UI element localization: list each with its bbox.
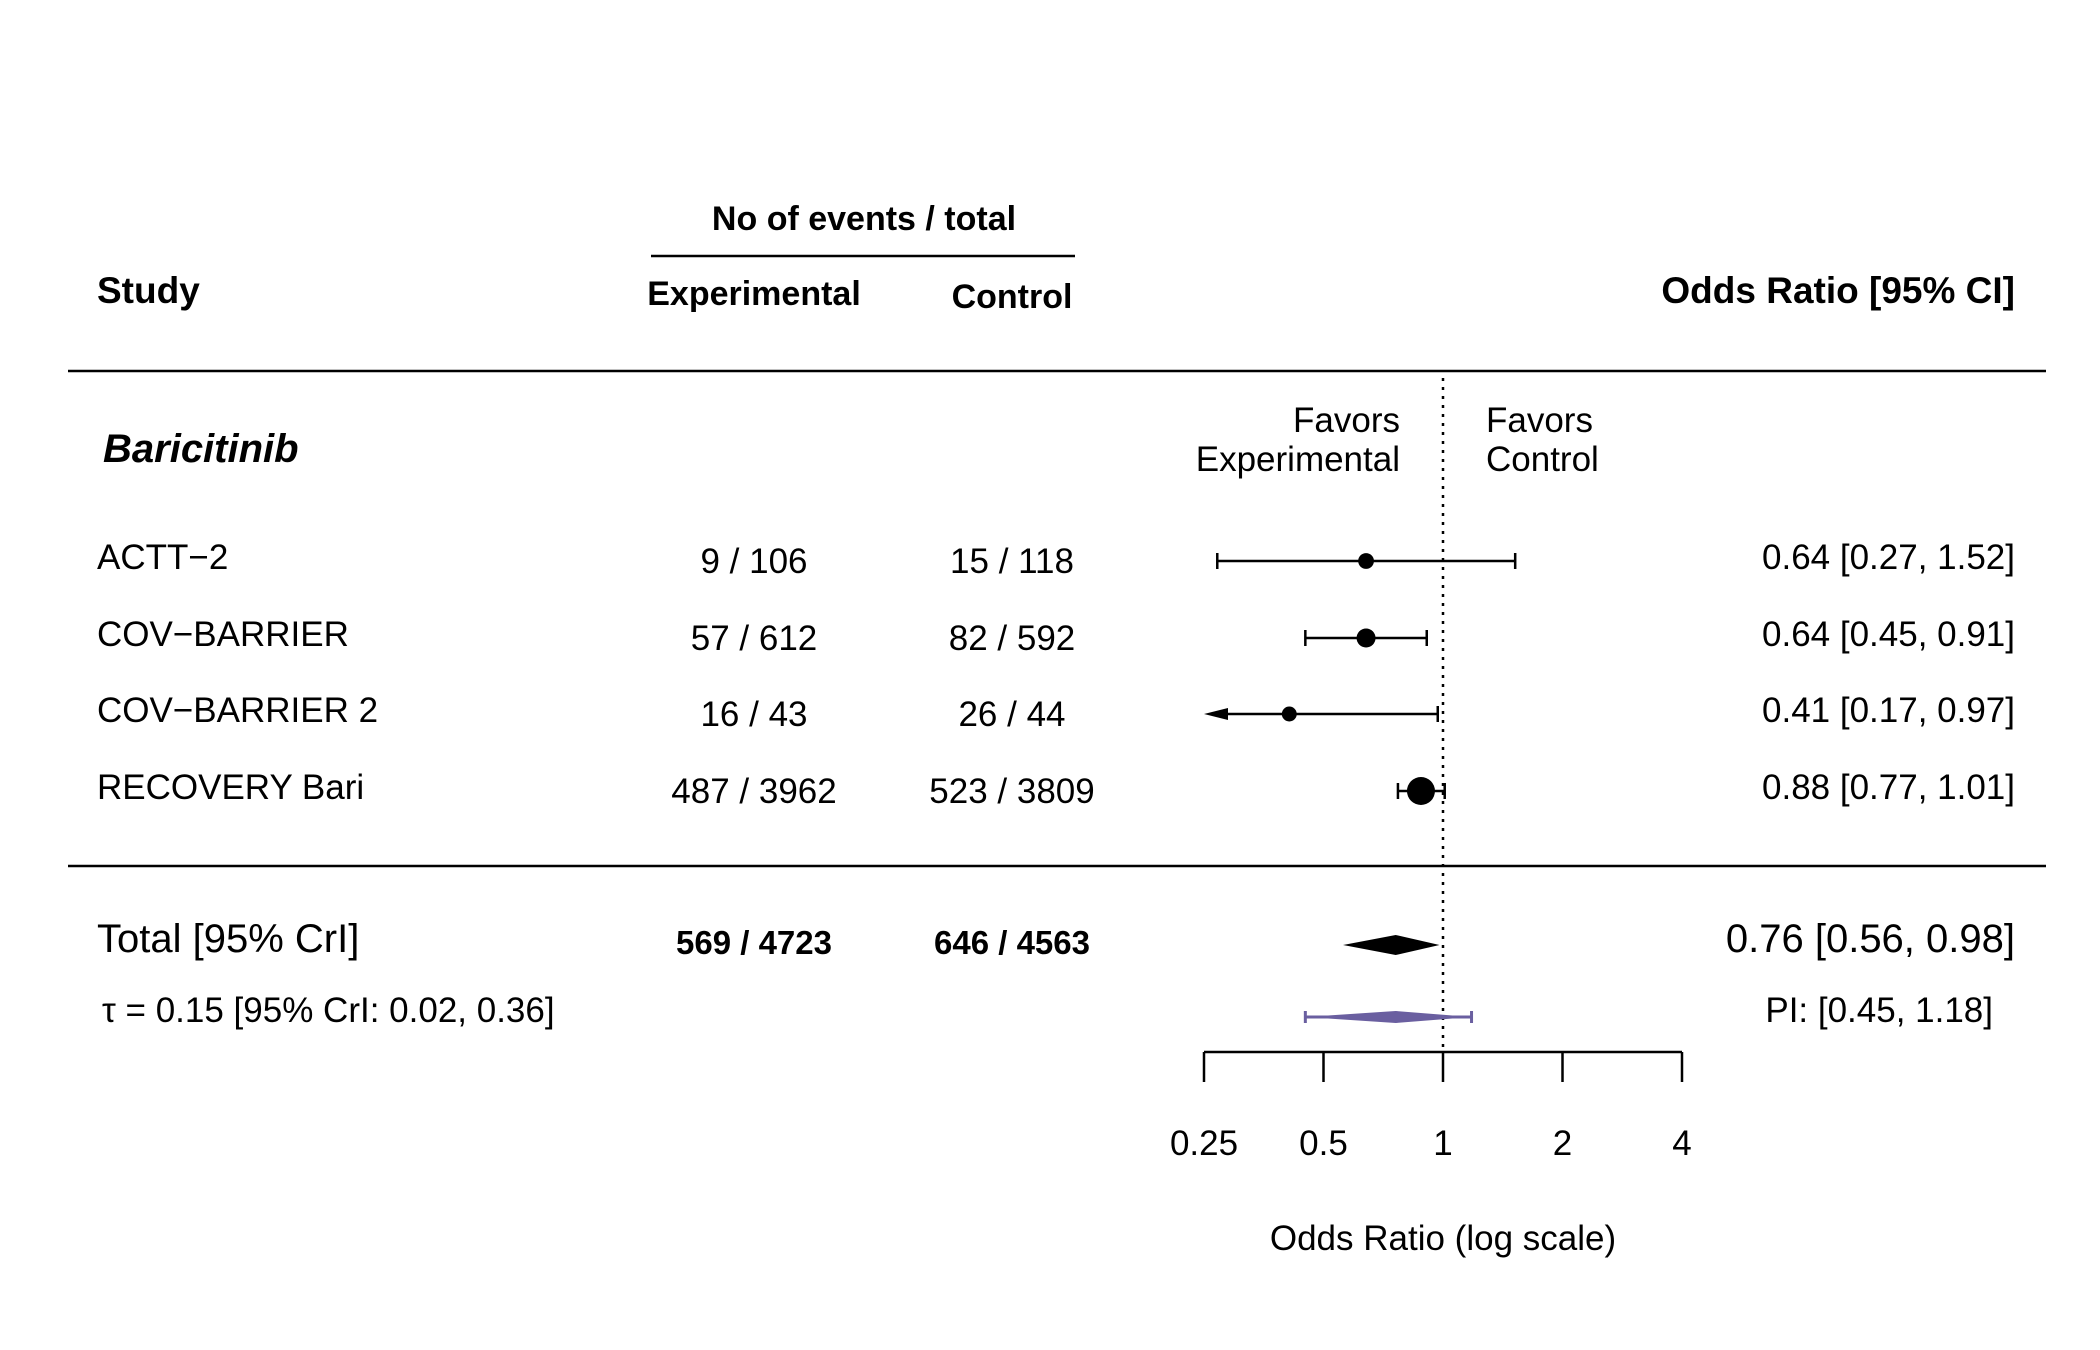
study-header: Study xyxy=(97,270,200,311)
study-row: COV−BARRIER 2 16 / 43 26 / 44 0.41 [0.17, 0… xyxy=(97,691,2015,734)
group-header: No of events / total xyxy=(712,200,1016,238)
study-row: COV−BARRIER 57 / 612 82 / 592 0.64 [0.45, 0… xyxy=(97,615,2015,658)
study-name: COV−BARRIER 2 xyxy=(97,691,378,730)
study-effect-text: 0.41 [0.17, 0.97] xyxy=(1762,691,2015,730)
study-control: 15 / 118 xyxy=(950,542,1074,581)
axis-tick-label: 0.25 xyxy=(1170,1124,1238,1163)
study-experimental: 16 / 43 xyxy=(700,695,807,734)
ci-clip-arrow xyxy=(1204,708,1228,720)
point-estimate xyxy=(1356,628,1376,648)
axis-tick-label: 4 xyxy=(1672,1124,1691,1163)
study-control: 523 / 3809 xyxy=(929,772,1094,811)
study-experimental: 57 / 612 xyxy=(691,619,818,658)
control-header: Control xyxy=(952,278,1073,316)
favors-experimental-line2: Experimental xyxy=(1196,440,1400,479)
favors-experimental-line1: Favors xyxy=(1293,401,1400,440)
total-effect-text: 0.76 [0.56, 0.98] xyxy=(1726,917,2015,961)
total-label: Total [95% CrI] xyxy=(97,917,359,961)
study-name: COV−BARRIER xyxy=(97,615,349,654)
study-name: ACTT−2 xyxy=(97,538,228,577)
pi-text: PI: [0.45, 1.18] xyxy=(1765,991,1993,1030)
favors-control-line1: Favors xyxy=(1486,401,1593,440)
experimental-header: Experimental xyxy=(647,275,861,313)
study-control: 82 / 592 xyxy=(949,619,1076,658)
point-estimate xyxy=(1358,553,1374,569)
study-row: RECOVERY Bari 487 / 3962 523 / 3809 0.88 [0… xyxy=(97,768,2015,811)
total-experimental: 569 / 4723 xyxy=(676,924,832,961)
study-experimental: 9 / 106 xyxy=(700,542,807,581)
study-rows: ACTT−2 9 / 106 15 / 118 0.64 [0.27, 1.52] CO… xyxy=(97,538,2015,811)
pooled-estimate-diamond xyxy=(1343,935,1440,955)
study-name: RECOVERY Bari xyxy=(97,768,364,807)
point-estimate xyxy=(1281,706,1297,722)
study-control: 26 / 44 xyxy=(958,695,1065,734)
study-experimental: 487 / 3962 xyxy=(671,772,836,811)
tau-label: τ = 0.15 [95% CrI: 0.02, 0.36] xyxy=(102,991,555,1030)
pi-diamond xyxy=(1305,1011,1472,1023)
favors-control-line2: Control xyxy=(1486,440,1599,479)
study-row: ACTT−2 9 / 106 15 / 118 0.64 [0.27, 1.52] xyxy=(97,538,2015,581)
total-control: 646 / 4563 xyxy=(934,924,1090,961)
point-estimate xyxy=(1406,777,1435,805)
x-axis-title: Odds Ratio (log scale) xyxy=(1270,1219,1616,1258)
effect-header: Odds Ratio [95% CI] xyxy=(1661,270,2015,311)
subgroup-label: Baricitinib xyxy=(103,427,299,471)
axis-tick-label: 1 xyxy=(1433,1124,1452,1163)
study-effect-text: 0.64 [0.27, 1.52] xyxy=(1762,538,2015,577)
prediction-interval xyxy=(1303,1011,1474,1023)
axis-tick-label: 2 xyxy=(1553,1124,1572,1163)
study-effect-text: 0.88 [0.77, 1.01] xyxy=(1762,768,2015,807)
study-effect-text: 0.64 [0.45, 0.91] xyxy=(1762,615,2015,654)
axis-tick-label: 0.5 xyxy=(1299,1124,1348,1163)
x-axis: 0.25 0.5 1 2 4 xyxy=(1170,1050,1692,1163)
